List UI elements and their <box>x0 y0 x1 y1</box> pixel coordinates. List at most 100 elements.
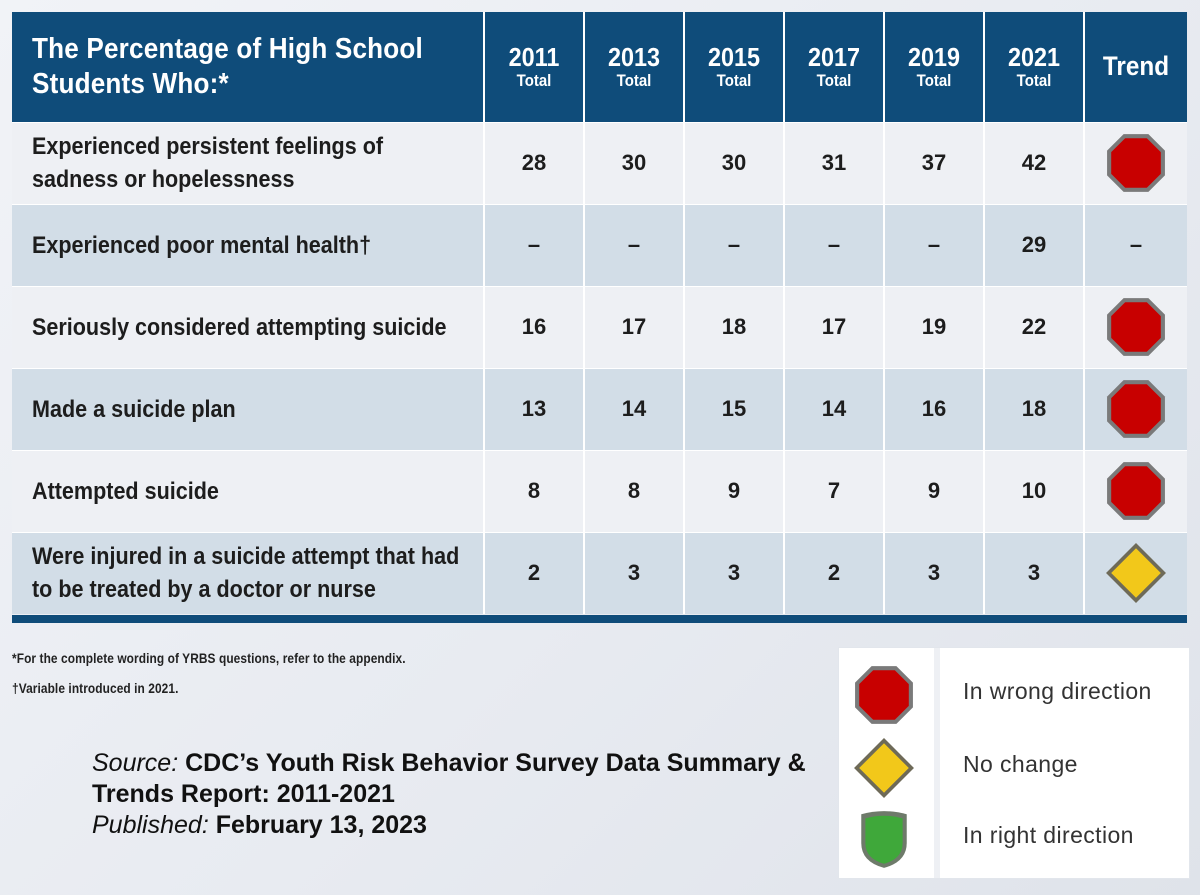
row-label: Seriously considered attempting suicide <box>32 313 447 341</box>
value-cell: 29 <box>983 203 1084 286</box>
value-cell: 3 <box>983 531 1084 614</box>
red-octagon-icon <box>1107 380 1165 438</box>
value-cell: 2 <box>783 531 884 614</box>
value-cell: 17 <box>583 285 684 368</box>
cell-value: – <box>727 232 741 257</box>
trend-cell <box>1083 531 1187 614</box>
cell-value: 30 <box>721 150 747 175</box>
value-cell: 13 <box>483 367 584 450</box>
cell-value: 16 <box>921 396 947 421</box>
row-label: Experienced persistent feelings of sadne… <box>32 133 384 193</box>
value-cell: – <box>783 203 884 286</box>
table-title: The Percentage of High School Students W… <box>32 32 423 100</box>
trend-cell <box>1083 285 1187 368</box>
value-cell: 10 <box>983 449 1084 532</box>
cell-value: 28 <box>521 150 547 175</box>
cell-value: 37 <box>921 150 947 175</box>
table-row: Made a suicide plan 13 14 15 14 16 18 <box>12 367 1187 450</box>
row-label-cell: Experienced poor mental health† <box>12 203 484 286</box>
table-row: Seriously considered attempting suicide 1… <box>12 285 1187 368</box>
published-line: Published: February 13, 2023 <box>92 811 427 839</box>
value-cell: 17 <box>783 285 884 368</box>
row-label-cell: Were injured in a suicide attempt that h… <box>12 531 484 614</box>
value-cell: 28 <box>483 121 584 204</box>
value-cell: 2 <box>483 531 584 614</box>
row-label-cell: Seriously considered attempting suicide <box>12 285 484 368</box>
cell-value: 9 <box>927 478 941 503</box>
value-cell: 18 <box>683 285 784 368</box>
value-cell: 14 <box>783 367 884 450</box>
trend-cell <box>1083 449 1187 532</box>
value-cell: 9 <box>883 449 984 532</box>
published-text: February 13, 2023 <box>215 811 427 839</box>
trend-cell <box>1083 367 1187 450</box>
value-cell: – <box>683 203 784 286</box>
cell-value: 14 <box>821 396 847 421</box>
value-cell: – <box>583 203 684 286</box>
legend-symbol <box>853 808 915 870</box>
cell-value: – <box>627 232 641 257</box>
value-cell: 9 <box>683 449 784 532</box>
value-cell: 8 <box>483 449 584 532</box>
row-label: Made a suicide plan <box>32 395 236 423</box>
cell-value: 7 <box>827 478 841 503</box>
cell-value: – <box>927 232 941 257</box>
header-title-cell: The Percentage of High School Students W… <box>12 12 484 122</box>
row-label-cell: Experienced persistent feelings of sadne… <box>12 121 484 204</box>
row-label: Were injured in a suicide attempt that h… <box>32 543 460 604</box>
legend-divider <box>934 648 940 878</box>
legend-symbol <box>853 737 915 799</box>
legend-item: In right direction <box>839 800 1191 870</box>
cell-value: 3 <box>627 560 641 586</box>
table-body: Experienced persistent feelings of sadne… <box>12 121 1187 614</box>
table-row: Experienced poor mental health† – – – – – 29 – <box>12 203 1187 286</box>
cell-value: 30 <box>621 150 647 175</box>
header-year-2017: 2017 Total <box>783 12 884 122</box>
legend-label: In wrong direction <box>963 678 1152 704</box>
value-cell: 3 <box>883 531 984 614</box>
footnote-variable: †Variable introduced in 2021. <box>12 680 179 696</box>
value-cell: 16 <box>483 285 584 368</box>
trend-cell: – <box>1083 203 1187 286</box>
red-octagon-icon <box>855 666 913 724</box>
cell-value: 2 <box>827 560 841 586</box>
value-cell: 31 <box>783 121 884 204</box>
header-year-2015: 2015 Total <box>683 12 784 122</box>
yellow-diamond-icon <box>854 738 914 798</box>
value-cell: 16 <box>883 367 984 450</box>
legend-item: No change <box>839 729 1191 799</box>
cell-value: 8 <box>527 478 541 503</box>
cell-value: 3 <box>1027 560 1041 586</box>
footnote-wording: *For the complete wording of YRBS questi… <box>12 650 406 666</box>
cell-value: – <box>827 232 841 257</box>
cell-value: 29 <box>1021 232 1047 257</box>
header-trend: Trend <box>1083 12 1187 122</box>
trends-table-wrapper: The Percentage of High School Students W… <box>12 12 1187 623</box>
table-row: Experienced persistent feelings of sadne… <box>12 121 1187 204</box>
cell-value: 22 <box>1021 314 1047 339</box>
header-year-2013: 2013 Total <box>583 12 684 122</box>
cell-value: 31 <box>821 150 847 175</box>
legend-label: In right direction <box>963 822 1134 848</box>
table-header-row: The Percentage of High School Students W… <box>12 12 1187 122</box>
red-octagon-icon <box>1107 462 1165 520</box>
source-line: Source: CDC’s Youth Risk Behavior Survey… <box>92 749 806 808</box>
table-bottom-rule <box>12 615 1187 623</box>
trend-dash: – <box>1129 232 1143 257</box>
table-row: Were injured in a suicide attempt that h… <box>12 531 1187 614</box>
header-year-2019: 2019 Total <box>883 12 984 122</box>
cell-value: 17 <box>821 314 847 339</box>
red-octagon-icon <box>1107 134 1165 192</box>
trends-table: The Percentage of High School Students W… <box>12 12 1187 614</box>
legend-item: In wrong direction <box>839 656 1191 726</box>
value-cell: 7 <box>783 449 884 532</box>
cell-value: 10 <box>1021 478 1047 503</box>
value-cell: – <box>883 203 984 286</box>
header-year-2011: 2011 Total <box>483 12 584 122</box>
value-cell: 42 <box>983 121 1084 204</box>
yellow-diamond-icon <box>1106 543 1166 604</box>
cell-value: 13 <box>521 396 547 421</box>
trend-cell <box>1083 121 1187 204</box>
value-cell: 14 <box>583 367 684 450</box>
header-year-2021: 2021 Total <box>983 12 1084 122</box>
